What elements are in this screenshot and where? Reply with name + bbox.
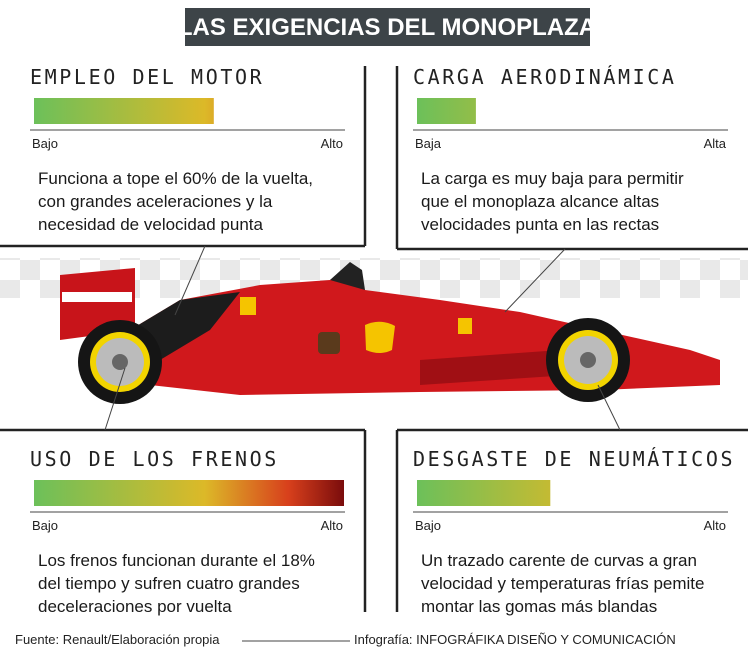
gauge-bar bbox=[417, 98, 476, 124]
gauge-low-label: Bajo bbox=[32, 136, 58, 151]
section-text: Un trazado carente de curvas a gran bbox=[421, 551, 697, 570]
infographic: LAS EXIGENCIAS DEL MONOPLAZA Fuente: Ren… bbox=[0, 0, 748, 651]
section-text: velocidad y temperaturas frías pemite bbox=[421, 574, 704, 593]
section-text: Funciona a tope el 60% de la vuelta, bbox=[38, 169, 313, 188]
footer-source: Fuente: Renault/Elaboración propia bbox=[15, 632, 220, 647]
footer-credit: Infografía: INFOGRÁFIKA DISEÑO Y COMUNIC… bbox=[354, 632, 676, 647]
gauge-bar bbox=[34, 98, 214, 124]
section-text: La carga es muy baja para permitir bbox=[421, 169, 684, 188]
section: DESGASTE DE NEUMÁTICOS Bajo Alto Un trazado… bbox=[413, 447, 735, 616]
section-text: deceleraciones por vuelta bbox=[38, 597, 232, 616]
gauge-bar bbox=[417, 480, 550, 506]
gauge-high-label: Alto bbox=[704, 518, 726, 533]
title: LAS EXIGENCIAS DEL MONOPLAZA bbox=[178, 14, 596, 41]
gauge-high-label: Alto bbox=[321, 136, 343, 151]
section-heading: DESGASTE DE NEUMÁTICOS bbox=[413, 447, 735, 471]
gauge-low-label: Bajo bbox=[415, 518, 441, 533]
section-heading: EMPLEO DEL MOTOR bbox=[30, 65, 264, 89]
section-heading: CARGA AERODINÁMICA bbox=[413, 65, 677, 89]
section-text: que el monoplaza alcance altas bbox=[421, 192, 659, 211]
gauge-high-label: Alto bbox=[321, 518, 343, 533]
section-text: del tiempo y sufren cuatro grandes bbox=[38, 574, 300, 593]
section: CARGA AERODINÁMICA Baja Alta La carga es mu… bbox=[413, 65, 728, 234]
section-text: montar las gomas más blandas bbox=[421, 597, 657, 616]
gauge-bar bbox=[34, 480, 344, 506]
section-text: Los frenos funcionan durante el 18% bbox=[38, 551, 315, 570]
section-text: necesidad de velocidad punta bbox=[38, 215, 263, 234]
section: USO DE LOS FRENOS Bajo Alto Los frenos func… bbox=[30, 447, 345, 616]
section-text: con grandes aceleraciones y la bbox=[38, 192, 273, 211]
section-text: velocidades punta en las rectas bbox=[421, 215, 659, 234]
gauge-low-label: Baja bbox=[415, 136, 442, 151]
gauge-high-label: Alta bbox=[704, 136, 727, 151]
section-heading: USO DE LOS FRENOS bbox=[30, 447, 279, 471]
section: EMPLEO DEL MOTOR Bajo Alto Funciona a tope … bbox=[30, 65, 345, 234]
gauge-low-label: Bajo bbox=[32, 518, 58, 533]
